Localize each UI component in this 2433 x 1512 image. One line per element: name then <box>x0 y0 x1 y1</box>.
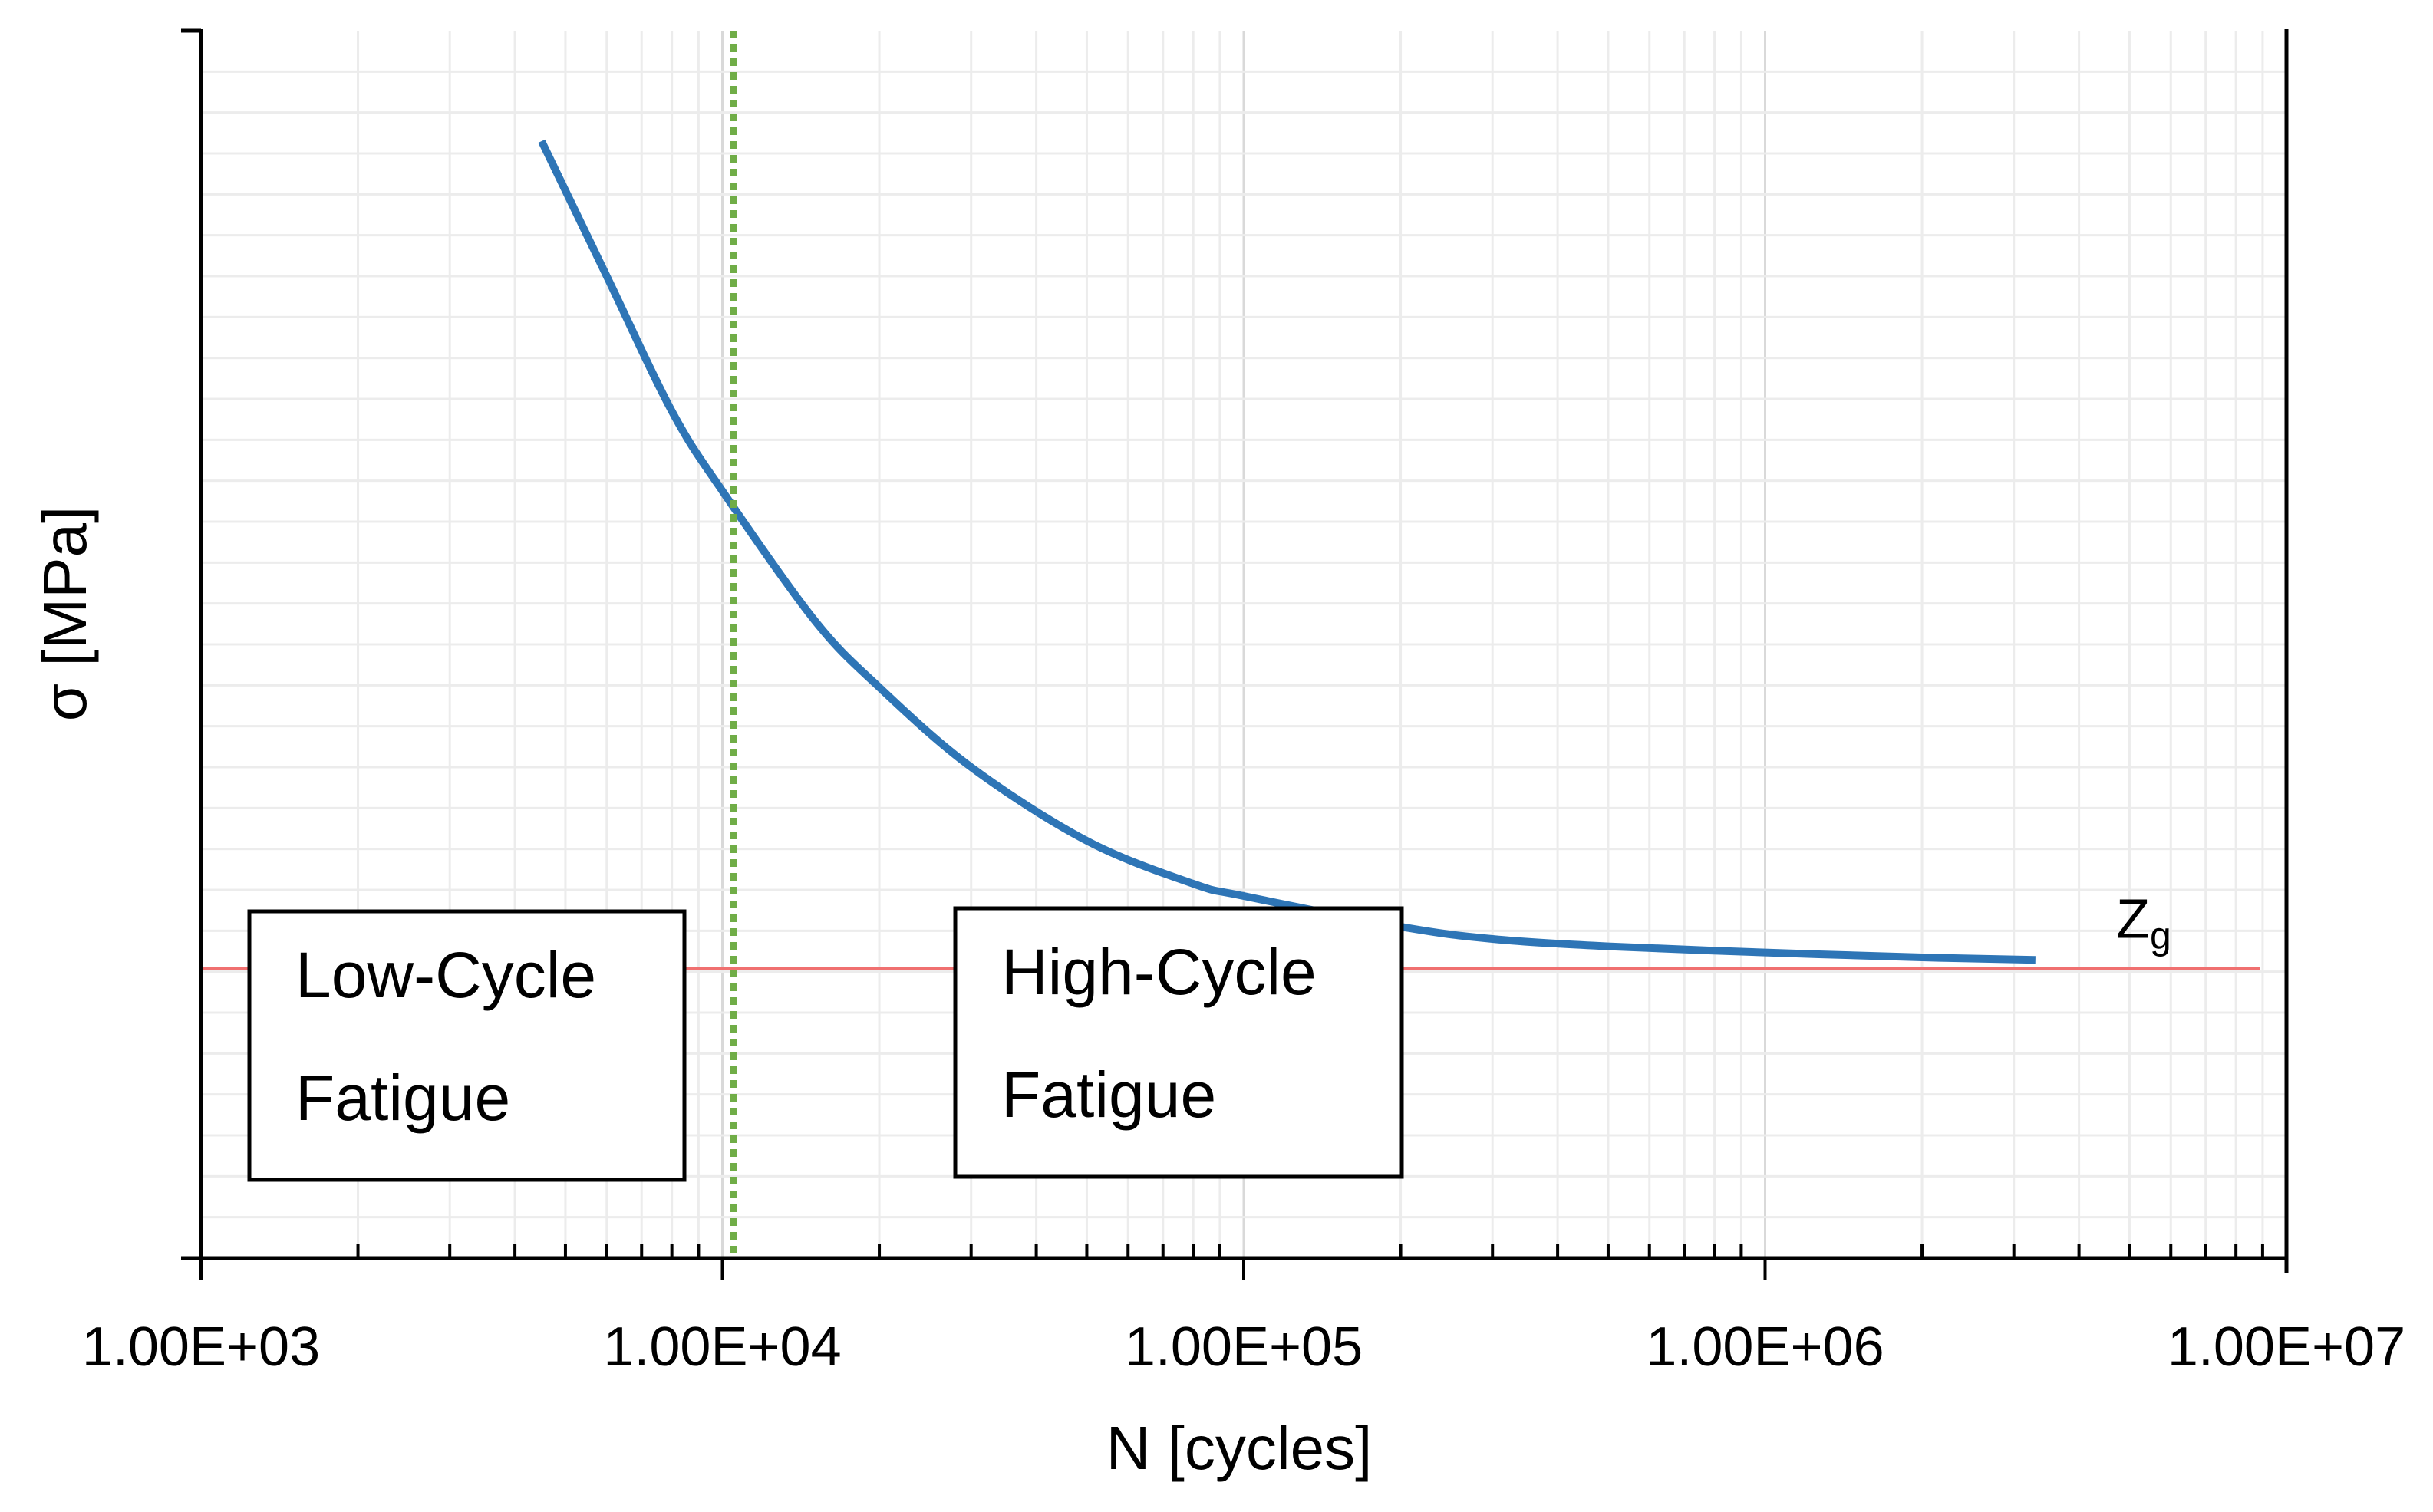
high-cycle-label: Fatigue <box>1001 1059 1216 1131</box>
x-tick-label: 1.00E+03 <box>82 1316 320 1378</box>
x-tick-label: 1.00E+04 <box>603 1316 841 1378</box>
high-cycle-label: High-Cycle <box>1001 936 1317 1008</box>
annotations: Low-Cycle Fatigue High-Cycle Fatigue <box>247 906 1404 1182</box>
axes <box>181 28 2289 1273</box>
series-line-sn-curve <box>538 139 2036 964</box>
x-tick-label: 1.00E+05 <box>1125 1316 1363 1378</box>
endurance-limit-label: Zg <box>2116 888 2171 957</box>
series-layer <box>538 139 2036 964</box>
low-cycle-label: Low-Cycle <box>295 939 596 1011</box>
endurance-limit-label-subscript: g <box>2150 914 2171 957</box>
x-ticks: 1.00E+03 1.00E+04 1.00E+05 1.00E+06 1.00E+07 <box>82 1244 2405 1378</box>
x-axis-title: N [cycles] <box>1106 1414 1373 1482</box>
low-cycle-box <box>247 909 687 1182</box>
high-cycle-box <box>953 906 1404 1179</box>
x-tick-label: 1.00E+06 <box>1646 1316 1884 1378</box>
x-tick-label: 1.00E+07 <box>2168 1316 2405 1378</box>
y-axis-title: σ [MPa] <box>31 506 99 722</box>
low-cycle-label: Fatigue <box>295 1062 510 1134</box>
